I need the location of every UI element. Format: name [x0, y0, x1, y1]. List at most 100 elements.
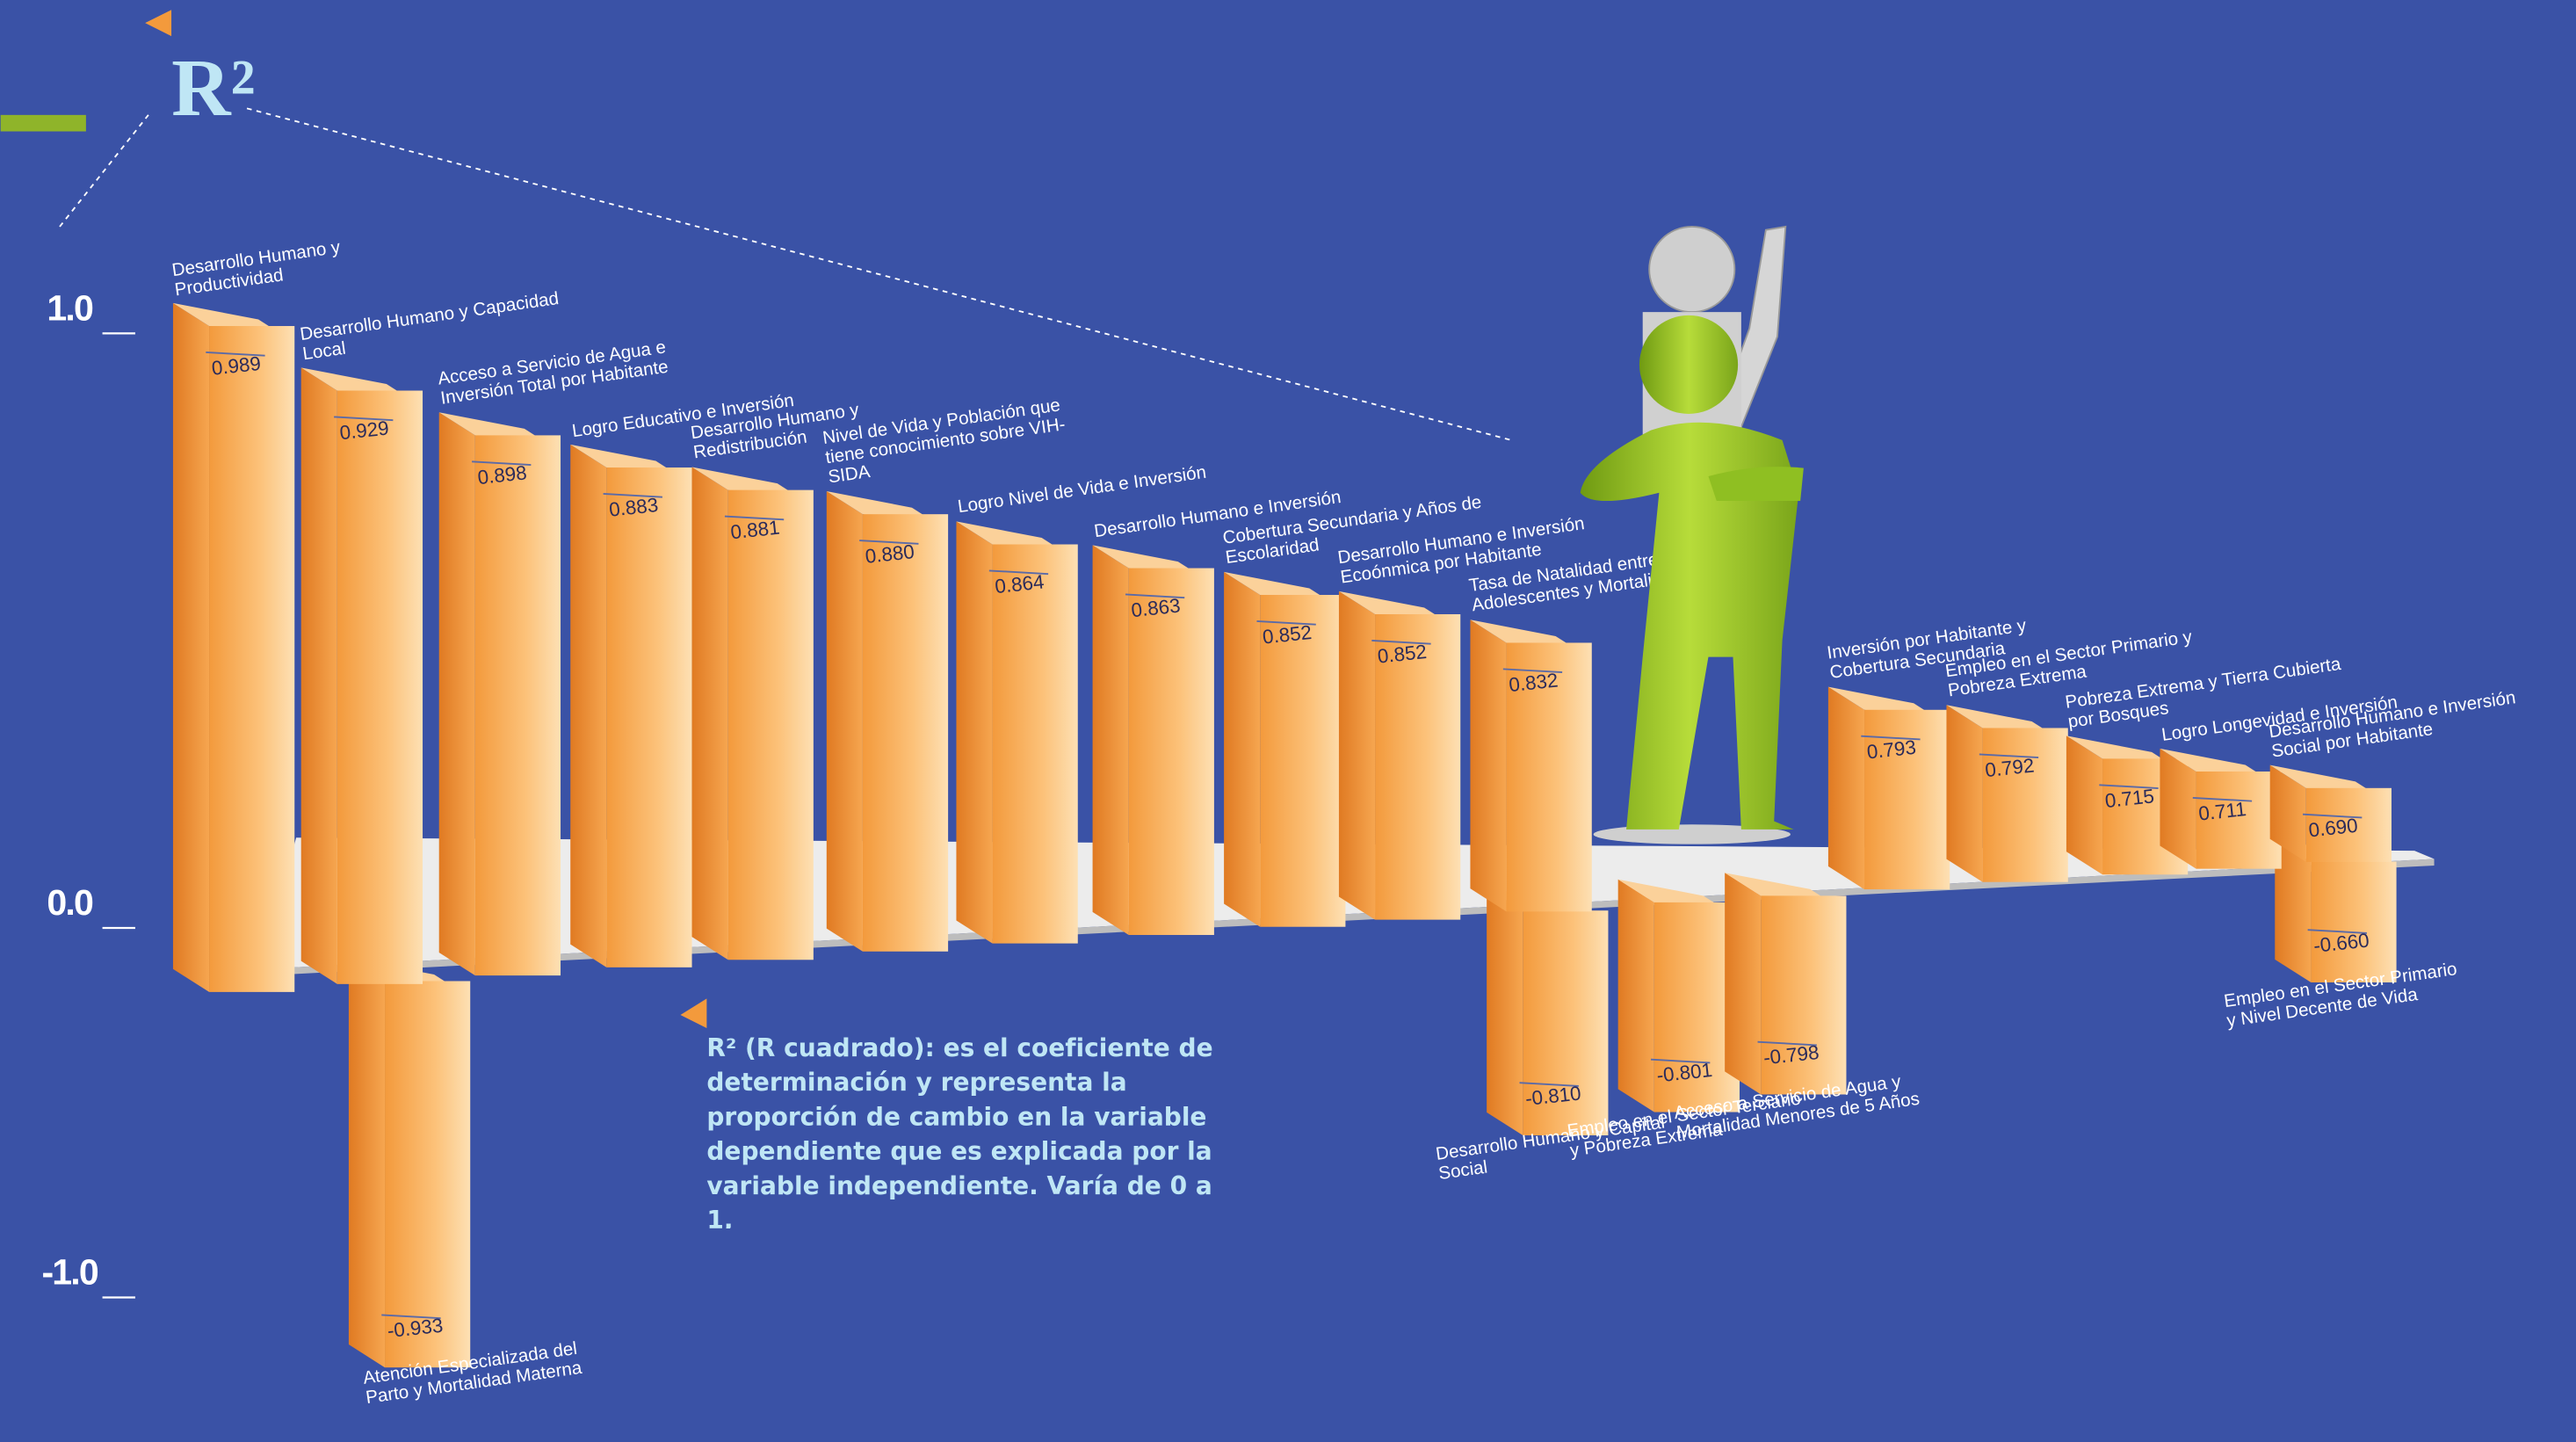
bar-side	[1470, 620, 1507, 912]
value-rule	[988, 569, 1049, 576]
category-label: Empleo en el Sector Primario y Nivel Dec…	[2223, 959, 2479, 1084]
bar	[1506, 642, 1592, 912]
bar-side	[1827, 686, 1865, 890]
value-label: 0.883	[608, 494, 659, 521]
value-rule	[1502, 668, 1563, 674]
bar	[1260, 595, 1346, 927]
value-label: 0.793	[1866, 736, 1917, 764]
bar-side	[172, 302, 210, 992]
value-rule	[1861, 735, 1921, 741]
value-label: 0.690	[2307, 815, 2358, 842]
value-label: 0.881	[729, 517, 780, 544]
y-tick-label: 1.0	[47, 287, 93, 328]
bar-side	[570, 444, 607, 967]
y-tick-label: 0.0	[47, 882, 93, 923]
value-label: 0.989	[211, 352, 262, 380]
description: R² (R cuadrado): es el coeficiente de de…	[706, 1033, 1213, 1229]
bar-side	[348, 958, 386, 1368]
bar-side	[1338, 591, 1376, 920]
value-label: 0.863	[1130, 594, 1181, 621]
bar	[727, 489, 814, 960]
value-rule	[206, 351, 265, 357]
bar-side	[2160, 748, 2196, 869]
body	[1580, 422, 1799, 830]
arrow-icon	[145, 10, 172, 37]
bar-side	[691, 467, 728, 960]
value-label: 0.852	[1262, 621, 1313, 649]
bar	[1982, 728, 2068, 882]
value-label: 0.711	[2197, 798, 2247, 825]
value-rule	[1979, 753, 2039, 759]
value-rule	[2099, 784, 2159, 789]
value-rule	[381, 1314, 441, 1320]
bar-side	[1946, 705, 1983, 882]
bar-side	[1224, 571, 1261, 927]
decor-line	[59, 114, 149, 228]
bar	[474, 435, 561, 976]
bar	[2305, 787, 2391, 862]
value-rule	[2192, 796, 2253, 802]
bar-side	[438, 412, 475, 976]
value-label: 0.832	[1508, 669, 1559, 696]
bar-side	[956, 521, 993, 944]
bar-side	[826, 491, 863, 952]
value-rule	[1651, 1058, 1711, 1064]
y-tick-label: -1.0	[41, 1252, 98, 1293]
value-rule	[472, 460, 532, 466]
bar	[606, 467, 692, 967]
value-label: 0.898	[476, 461, 527, 489]
bar	[385, 981, 471, 1368]
bar	[1375, 613, 1461, 920]
category-box: Empleo en el Sector Primario y Nivel Dec…	[2223, 959, 2479, 1084]
bar	[1523, 910, 1609, 1136]
value-rule	[724, 515, 785, 521]
bar-side	[1092, 545, 1129, 935]
child-head	[1648, 225, 1736, 314]
value-rule	[1757, 1040, 1817, 1047]
value-rule	[334, 416, 394, 422]
bar-side	[1487, 888, 1523, 1136]
chart-title: R²	[171, 43, 256, 134]
bar-side	[300, 367, 337, 984]
value-rule	[603, 493, 662, 498]
accent-bar	[0, 114, 86, 132]
description-box: R² (R cuadrado): es el coeficiente de de…	[706, 1033, 1213, 1229]
value-rule	[1371, 639, 1431, 645]
value-rule	[2307, 929, 2367, 934]
value-label: 0.715	[2104, 785, 2155, 812]
bar	[336, 390, 423, 984]
bar	[1864, 709, 1950, 890]
y-axis: 1.0 0.0 -1.0	[41, 287, 135, 1299]
value-label: 0.864	[994, 570, 1045, 598]
bar	[2311, 861, 2397, 982]
value-label: 0.929	[338, 417, 389, 444]
bar-side	[1725, 873, 1762, 1095]
bar-group: 0.690 Desarrollo Humano e Inversión Socia…	[2268, 688, 2517, 862]
figure-illustration	[1580, 225, 1804, 844]
value-label: 0.852	[1377, 641, 1428, 668]
bar	[209, 326, 295, 992]
arrow-icon	[680, 998, 707, 1029]
bar-side	[2275, 838, 2312, 982]
value-rule	[859, 540, 919, 545]
bar	[992, 544, 1078, 944]
value-rule	[2303, 813, 2363, 819]
